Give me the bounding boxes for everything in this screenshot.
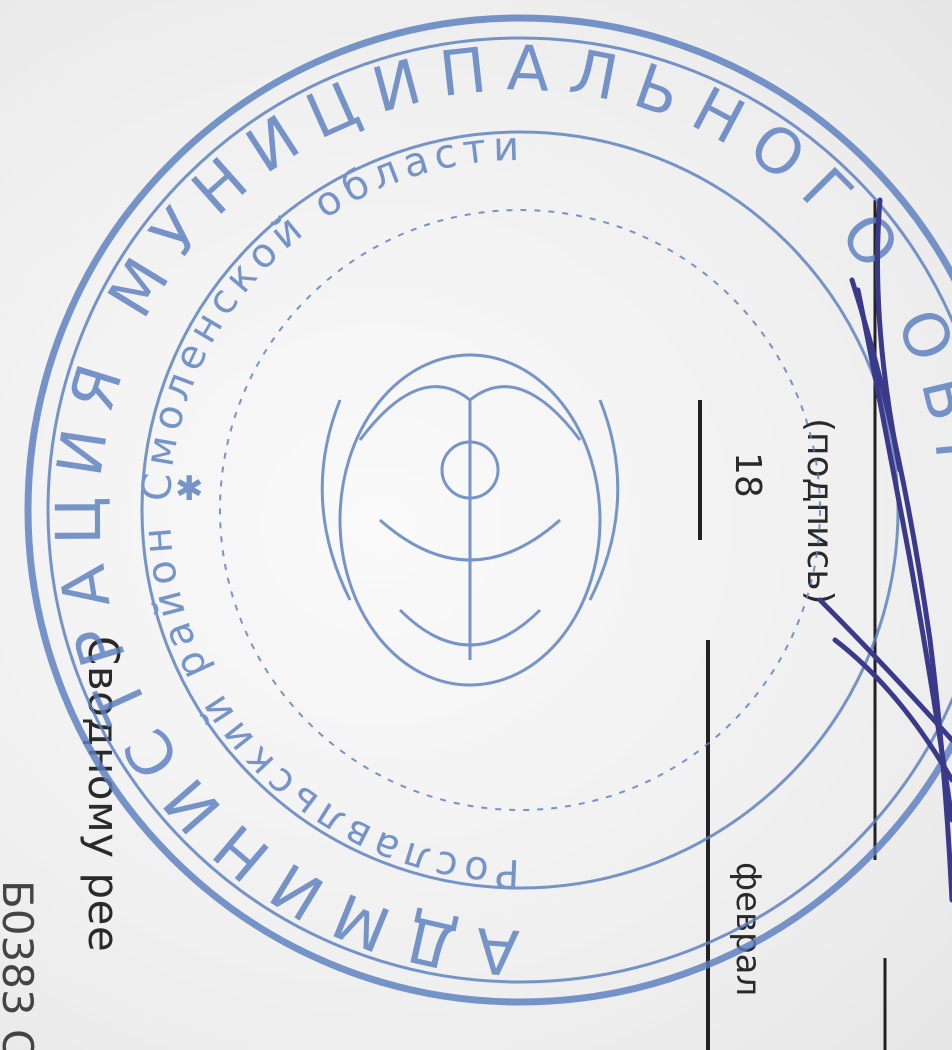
stamp-star-icon: ✱ [175,469,204,509]
eagle-emblem-icon [320,353,620,687]
